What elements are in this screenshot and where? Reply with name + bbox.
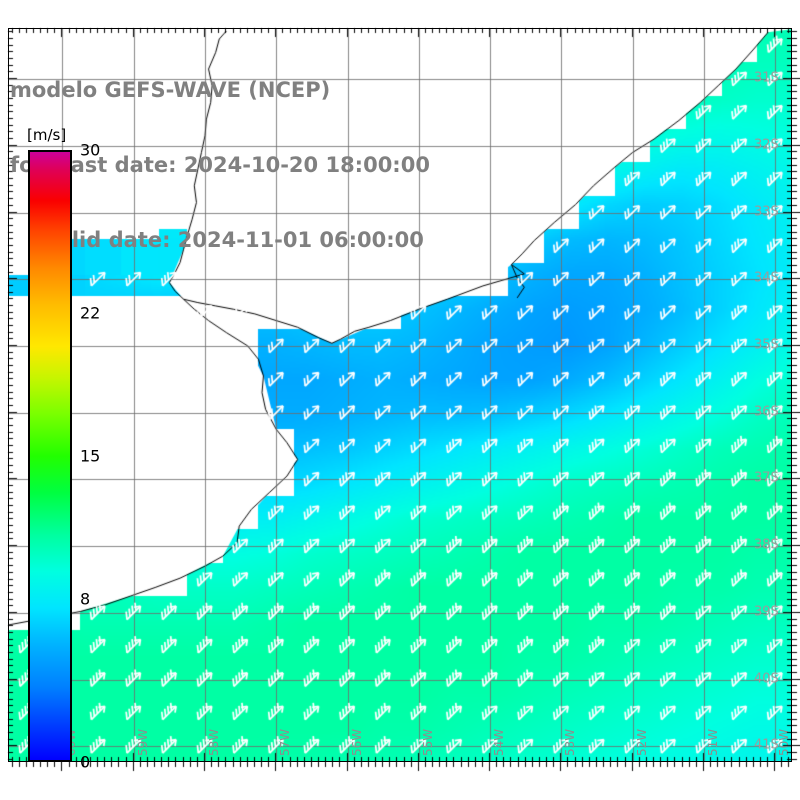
colorbar: [m/s] bbox=[27, 126, 72, 762]
plot-area bbox=[8, 28, 792, 762]
colorbar-units-label: [m/s] bbox=[27, 126, 67, 144]
wind-barb-overlay bbox=[9, 29, 791, 761]
colorbar-tick-8: 8 bbox=[80, 589, 91, 609]
colorbar-gradient bbox=[28, 150, 72, 762]
colorbar-tick-0: 0 bbox=[80, 752, 91, 772]
colorbar-tick-30: 30 bbox=[80, 140, 101, 160]
colorbar-tick-22: 22 bbox=[80, 303, 101, 323]
colorbar-tick-15: 15 bbox=[80, 446, 101, 466]
